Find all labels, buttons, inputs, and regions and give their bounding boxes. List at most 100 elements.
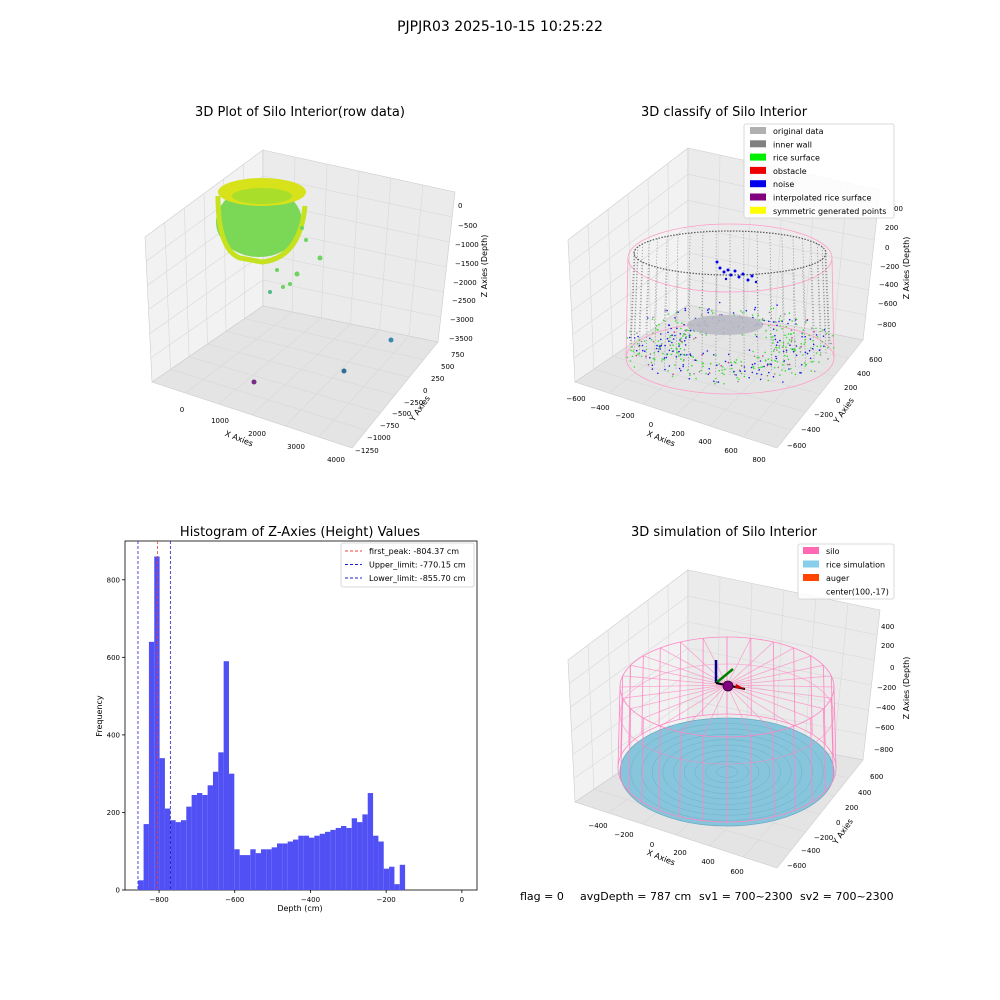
class-point [793, 348, 795, 350]
classify-xtick: −200 [615, 412, 634, 420]
raw-ytick: 750 [451, 351, 464, 359]
class-point [675, 347, 678, 350]
sim-legend-frame [797, 543, 895, 600]
class-point [689, 372, 691, 375]
class-point [680, 353, 683, 356]
class-point [790, 368, 792, 370]
classify-ztick: −200 [880, 263, 899, 271]
hist-xlabel: Depth (cm) [277, 904, 322, 913]
class-point [800, 345, 802, 348]
class-point [679, 340, 682, 342]
sim-silo-wireframe [617, 636, 837, 823]
silo-roof-spoke [660, 684, 728, 727]
legend-swatch [750, 180, 766, 188]
class-point [823, 345, 825, 348]
class-point [788, 368, 790, 370]
class-point [761, 366, 764, 368]
class-point [800, 343, 802, 345]
class-point [629, 336, 631, 339]
class-point [707, 311, 709, 314]
class-point [764, 351, 766, 354]
class-point [779, 325, 781, 327]
class-point [812, 360, 814, 363]
class-point [668, 324, 671, 327]
class-point [633, 366, 636, 368]
silo-vertical-line [620, 698, 624, 781]
class-point [775, 346, 777, 349]
class-point [717, 381, 720, 383]
class-point [820, 345, 822, 347]
raw-point [294, 271, 300, 277]
sim-ytick: −600 [787, 862, 806, 870]
class-point [689, 334, 692, 337]
classify-ytick: −200 [814, 411, 833, 419]
classify-ytick: 400 [857, 370, 870, 378]
class-point [784, 334, 786, 337]
class-point [676, 322, 679, 324]
panel-sim: 3D simulation of Silo Interior silo rice … [567, 525, 911, 876]
silo-roof-spoke [702, 684, 728, 736]
class-point [772, 336, 774, 338]
class-point [808, 349, 811, 352]
class-point [772, 328, 775, 331]
class-point [702, 365, 704, 368]
raw-ytick: −1250 [355, 447, 379, 455]
raw-xtick: 3000 [287, 443, 305, 451]
status-sv2: sv2 = 700~2300 [800, 890, 894, 903]
class-point [643, 340, 646, 342]
histogram-bar [389, 866, 395, 890]
class-point [754, 333, 757, 336]
silo-roof-spoke [622, 675, 728, 686]
class-point [785, 351, 788, 353]
raw-ztick: −3000 [450, 316, 474, 324]
raw-ring-front [215, 195, 308, 265]
histogram-bar [223, 661, 229, 890]
class-point [756, 372, 758, 375]
class-point [788, 363, 791, 366]
classify-ztick: 0 [885, 244, 889, 252]
legend-label: rice surface [773, 154, 820, 163]
class-point [750, 366, 753, 369]
sim-xtick: 400 [701, 858, 714, 866]
class-point [776, 360, 779, 363]
silo-roof-spoke [726, 638, 752, 686]
class-point [668, 365, 671, 367]
class-point [758, 367, 760, 369]
class-point [790, 339, 793, 341]
histogram-bar [212, 771, 219, 890]
class-point [661, 358, 663, 360]
inner-wall-line [810, 264, 815, 362]
inner-wall-line [654, 267, 658, 365]
raw-ztick: −2500 [452, 297, 476, 305]
gridline [743, 333, 835, 438]
silo-vertical-line [641, 718, 644, 802]
histogram-bar [170, 820, 176, 890]
class-point [647, 317, 649, 319]
class-point [799, 347, 801, 350]
inner-wall-line [802, 238, 806, 326]
legend-label: Lower_limit: -855.70 cm [369, 574, 466, 583]
class-point [770, 317, 772, 320]
class-point [815, 327, 817, 330]
figure-suptitle: PJPJR03 2025-10-15 10:25:22 [397, 19, 603, 35]
silo-roof-spoke [680, 641, 728, 686]
legend-label: noise [773, 180, 794, 189]
class-point [678, 350, 680, 353]
class-point [777, 366, 780, 369]
class-point [782, 350, 785, 353]
class-point [641, 344, 644, 347]
class-point [779, 339, 781, 342]
class-point [714, 382, 716, 385]
sim-ztick: 200 [881, 642, 894, 650]
class-point [781, 346, 784, 349]
class-point [832, 334, 834, 337]
class-point [680, 358, 682, 360]
histogram-bar [325, 831, 331, 890]
class-point [659, 346, 661, 349]
inner-wall-line [688, 232, 691, 318]
histogram-bar [346, 827, 352, 890]
class-point [649, 337, 651, 340]
histogram-bar [298, 835, 304, 890]
silo-roof-spoke [726, 664, 824, 686]
classify-xtick: −400 [590, 404, 609, 412]
